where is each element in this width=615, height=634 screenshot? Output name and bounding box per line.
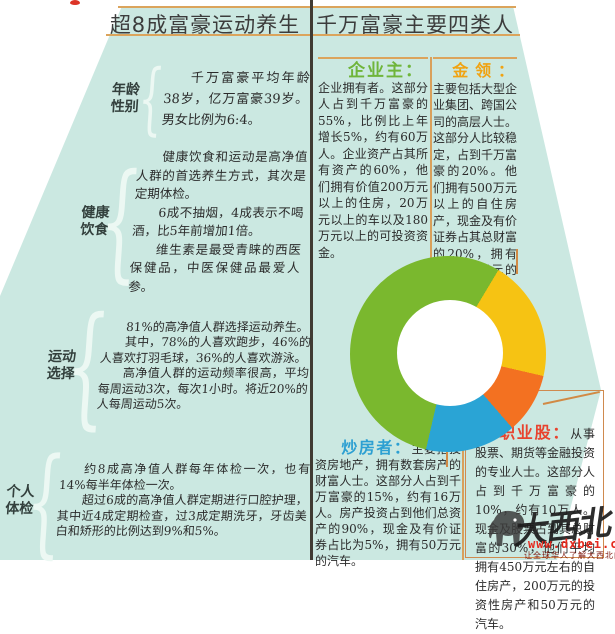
section-personal-checkup: 个人 体检 { 约8成高净值人群每年体检一次，也有14%每半年体检一次。 超过6成… — [0, 432, 312, 570]
category-title-entrepreneur: 企业主： — [348, 61, 424, 81]
donut-chart-hole — [397, 300, 503, 406]
watermark-url: www.dxbei.com — [528, 537, 615, 551]
category-text: 主要指投资房地产，拥有数套房产的财富人士。这部分人占到千万富豪的15%，约有16… — [315, 442, 461, 568]
left-column-title: 超8成富豪运动养生 — [109, 13, 301, 37]
category-box-gold-collar: 金领：主要包括大型企业集团、跨国公司的高层人士。这部分人比较稳定，占到千万富豪的… — [433, 57, 517, 295]
leader-line-speculator — [446, 447, 448, 467]
section-label: 年龄 性别 — [110, 82, 141, 115]
box-divider-line — [462, 437, 464, 560]
box-divider-line — [430, 57, 432, 271]
header-bottom-rule — [106, 34, 520, 36]
section-text: 81%的高净值人群选择运动养生。 其中，78%的人喜欢跑步，46%的人喜欢打羽毛… — [96, 319, 312, 412]
red-mark-decoration — [70, 0, 80, 5]
brace-icon: { — [22, 432, 70, 570]
watermark-tagline: 让全球华人了解大西北的视窗 — [524, 551, 615, 560]
category-title-stock-professional: 职业股： — [499, 423, 571, 442]
category-title-gold-collar: 金领： — [452, 61, 517, 80]
column-divider — [310, 0, 313, 560]
right-column-title: 千万富豪主要四类人 — [316, 13, 514, 37]
brace-icon: { — [95, 147, 147, 296]
category-text: 企业拥有者。这部分人占到千万富豪的55%，比例比上年增长5%，约有60万人。企业… — [318, 80, 428, 260]
section-healthy-diet: 健康 饮食 { 健康饮食和运动是高净值人群的首选养生方式，其次是定期体检。 6成不… — [72, 147, 308, 296]
section-age-gender: 年龄 性别 { 千万富豪平均年龄38岁，亿万富豪39岁。男女比例为6:4。 — [105, 54, 311, 144]
elephant-logo-icon — [489, 510, 525, 546]
brace-icon: { — [135, 54, 167, 144]
category-box-property-speculator: 炒房者：主要指投资房地产，拥有数套房产的财富人士。这部分人占到千万富豪的15%，… — [315, 440, 461, 569]
section-text: 千万富豪平均年龄38岁，亿万富豪39岁。男女比例为6:4。 — [161, 70, 311, 128]
section-sport-choice: 运动 选择 { 81%的高净值人群选择运动养生。 其中，78%的人喜欢跑步，46%… — [39, 289, 314, 443]
brace-icon: { — [61, 289, 114, 443]
header-top-rule — [118, 6, 516, 8]
section-text: 约8成高净值人群每年体检一次，也有14%每半年体检一次。 超过6成的高净值人群定… — [55, 462, 311, 539]
section-text: 健康饮食和运动是高净值人群的首选养生方式，其次是定期体检。 6成不抽烟，4成表示… — [127, 149, 308, 294]
category-box-entrepreneur: 企业主： 企业拥有者。这部分人占到千万富豪的55%，比例比上年增长5%，约有60万… — [318, 57, 428, 261]
category-title-property-speculator: 炒房者： — [341, 438, 412, 457]
category-text: 主要包括大型企业集团、跨国公司的高层人士。这部分人比较稳定，占到千万富豪的20%… — [433, 81, 518, 294]
leader-line-gold-collar — [516, 249, 518, 274]
